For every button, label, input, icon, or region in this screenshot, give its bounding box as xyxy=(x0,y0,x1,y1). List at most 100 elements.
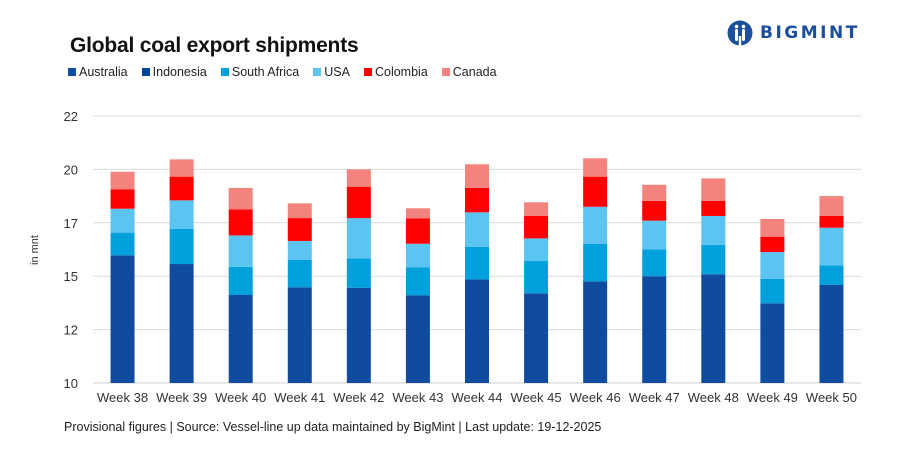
bar-stack xyxy=(405,208,430,383)
bar-segment-colombia xyxy=(346,186,371,219)
bar-segment-usa xyxy=(819,227,844,266)
bar-stack xyxy=(642,184,667,383)
legend-item-australia: Australia xyxy=(68,65,128,79)
bigmint-logo-icon xyxy=(727,20,753,46)
bar-stack xyxy=(583,158,608,383)
chart-title: Global coal export shipments xyxy=(70,34,359,57)
bar-segment-usa xyxy=(760,252,785,279)
bar-segment-south-africa xyxy=(405,267,430,296)
bar-segment-canada xyxy=(110,171,135,190)
bar-segment-usa xyxy=(583,206,608,244)
bar-segment-canada xyxy=(760,218,785,237)
legend-item-colombia: Colombia xyxy=(363,65,428,79)
bar-segment-australia xyxy=(701,274,726,383)
bar-segment-canada xyxy=(465,164,489,188)
bar-stack xyxy=(701,178,726,383)
bar-segment-usa xyxy=(642,220,667,250)
bar-segment-south-africa xyxy=(110,232,135,256)
bar-segment-australia xyxy=(524,293,549,383)
bar-segment-canada xyxy=(405,208,430,219)
brand-name: BIGMINT xyxy=(760,23,860,43)
bar-segment-canada xyxy=(169,159,194,177)
bar-segment-australia xyxy=(642,276,667,383)
x-tick-label: Week 41 xyxy=(274,390,325,405)
legend-label: USA xyxy=(324,65,350,79)
x-tick-label: Week 38 xyxy=(97,390,148,405)
bar-segment-usa xyxy=(701,215,726,246)
bar-segment-usa xyxy=(405,243,430,268)
legend-swatch xyxy=(313,68,322,76)
y-tick-label: 10 xyxy=(64,376,78,391)
bar-segment-usa xyxy=(524,238,549,262)
bar-segment-canada xyxy=(228,187,253,210)
bar-segment-colombia xyxy=(524,215,549,239)
bar-segment-usa xyxy=(287,240,312,260)
bar-segment-south-africa xyxy=(228,266,253,295)
x-tick-label: Week 46 xyxy=(570,390,621,405)
bar-segment-canada xyxy=(642,184,667,201)
y-tick-label: 17 xyxy=(64,216,78,231)
bar-segment-australia xyxy=(228,294,253,383)
y-tick-label: 22 xyxy=(64,109,78,124)
bar-stack xyxy=(760,218,785,383)
bar-segment-colombia xyxy=(819,215,844,228)
x-tick-label: Week 48 xyxy=(688,390,739,405)
bar-stack xyxy=(228,187,253,383)
x-tick-label: Week 50 xyxy=(806,390,857,405)
x-tick-label: Week 45 xyxy=(511,390,562,405)
x-tick-label: Week 42 xyxy=(333,390,384,405)
bar-segment-usa xyxy=(228,235,253,267)
legend-item-usa: USA xyxy=(313,65,350,79)
legend-label: Australia xyxy=(79,65,128,79)
y-tick-label: 15 xyxy=(64,269,78,284)
bar-stack xyxy=(465,164,489,383)
bar-segment-australia xyxy=(110,255,135,383)
bar-segment-south-africa xyxy=(583,243,608,282)
bar-stack xyxy=(524,202,549,383)
bar-segment-south-africa xyxy=(701,245,726,275)
legend-swatch xyxy=(220,68,229,76)
bar-stack xyxy=(169,159,194,383)
bar-segment-australia xyxy=(760,303,785,383)
bar-segment-usa xyxy=(346,218,371,259)
bar-segment-colombia xyxy=(642,200,667,221)
bar-segment-usa xyxy=(169,200,194,229)
bar-segment-usa xyxy=(465,212,489,247)
legend: Australia Indonesia South Africa USA Colombi… xyxy=(68,65,497,79)
x-tick-label: Week 40 xyxy=(215,390,266,405)
legend-item-indonesia: Indonesia xyxy=(141,65,207,79)
y-axis-label: in mnt xyxy=(29,235,41,265)
bars xyxy=(110,158,844,383)
bar-stack xyxy=(346,169,371,383)
legend-swatch xyxy=(68,68,76,76)
bar-segment-south-africa xyxy=(524,261,549,294)
x-tick-label: Week 49 xyxy=(747,390,798,405)
x-tick-label: Week 43 xyxy=(392,390,443,405)
bar-segment-south-africa xyxy=(287,259,312,288)
footer-note: Provisional figures | Source: Vessel-lin… xyxy=(64,420,602,434)
legend-label: Colombia xyxy=(374,65,428,79)
bar-segment-colombia xyxy=(701,200,726,216)
bar-segment-australia xyxy=(346,287,371,383)
legend-item-canada: Canada xyxy=(441,65,497,79)
bar-segment-canada xyxy=(819,196,844,216)
bar-segment-colombia xyxy=(169,176,194,201)
bar-segment-south-africa xyxy=(169,228,194,265)
legend-label: South Africa xyxy=(231,65,300,79)
brand-logo: BIGMINT xyxy=(727,20,860,46)
bar-segment-colombia xyxy=(465,187,489,213)
bar-segment-canada xyxy=(583,158,608,177)
legend-item-south-africa: South Africa xyxy=(220,65,300,79)
bar-segment-south-africa xyxy=(760,278,785,304)
bar-stack xyxy=(287,203,312,383)
bar-segment-australia xyxy=(169,264,194,383)
bar-segment-south-africa xyxy=(642,249,667,277)
bar-segment-south-africa xyxy=(346,258,371,288)
bar-segment-australia xyxy=(287,287,312,383)
bar-segment-canada xyxy=(701,178,726,201)
legend-swatch xyxy=(441,68,450,76)
bar-segment-australia xyxy=(405,295,430,383)
x-tick-label: Week 44 xyxy=(451,390,502,405)
legend-label: Indonesia xyxy=(152,65,207,79)
